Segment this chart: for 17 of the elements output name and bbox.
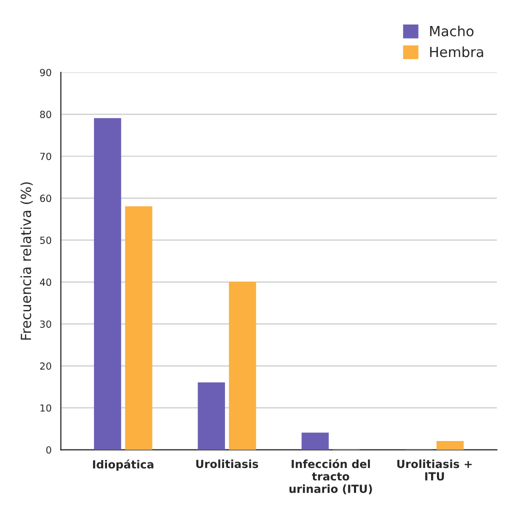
x-tick-label: Urolitiasis	[196, 460, 258, 468]
y-tick-label: 80	[40, 110, 52, 118]
y-axis-title: Frecuencia relativa (%)	[20, 182, 33, 340]
x-tick-label: Infección del tracto urinario (ITU)	[289, 459, 372, 494]
y-tick-label: 60	[40, 194, 52, 202]
y-tick-label: 90	[40, 68, 52, 76]
y-tick-label: 70	[40, 152, 52, 160]
y-tick-label: 10	[40, 404, 52, 412]
y-tick-label: 20	[40, 362, 52, 370]
y-tick-label: 0	[46, 446, 52, 454]
y-tick-label: 30	[40, 320, 52, 328]
legend-label: Macho	[430, 26, 474, 36]
x-tick-label: Idiopática	[93, 460, 154, 471]
legend-label: Hembra	[430, 46, 484, 58]
y-tick-label: 50	[40, 236, 52, 244]
x-tick-label: Urolitiasis + ITU	[397, 460, 472, 481]
y-tick-label: 40	[40, 278, 52, 286]
